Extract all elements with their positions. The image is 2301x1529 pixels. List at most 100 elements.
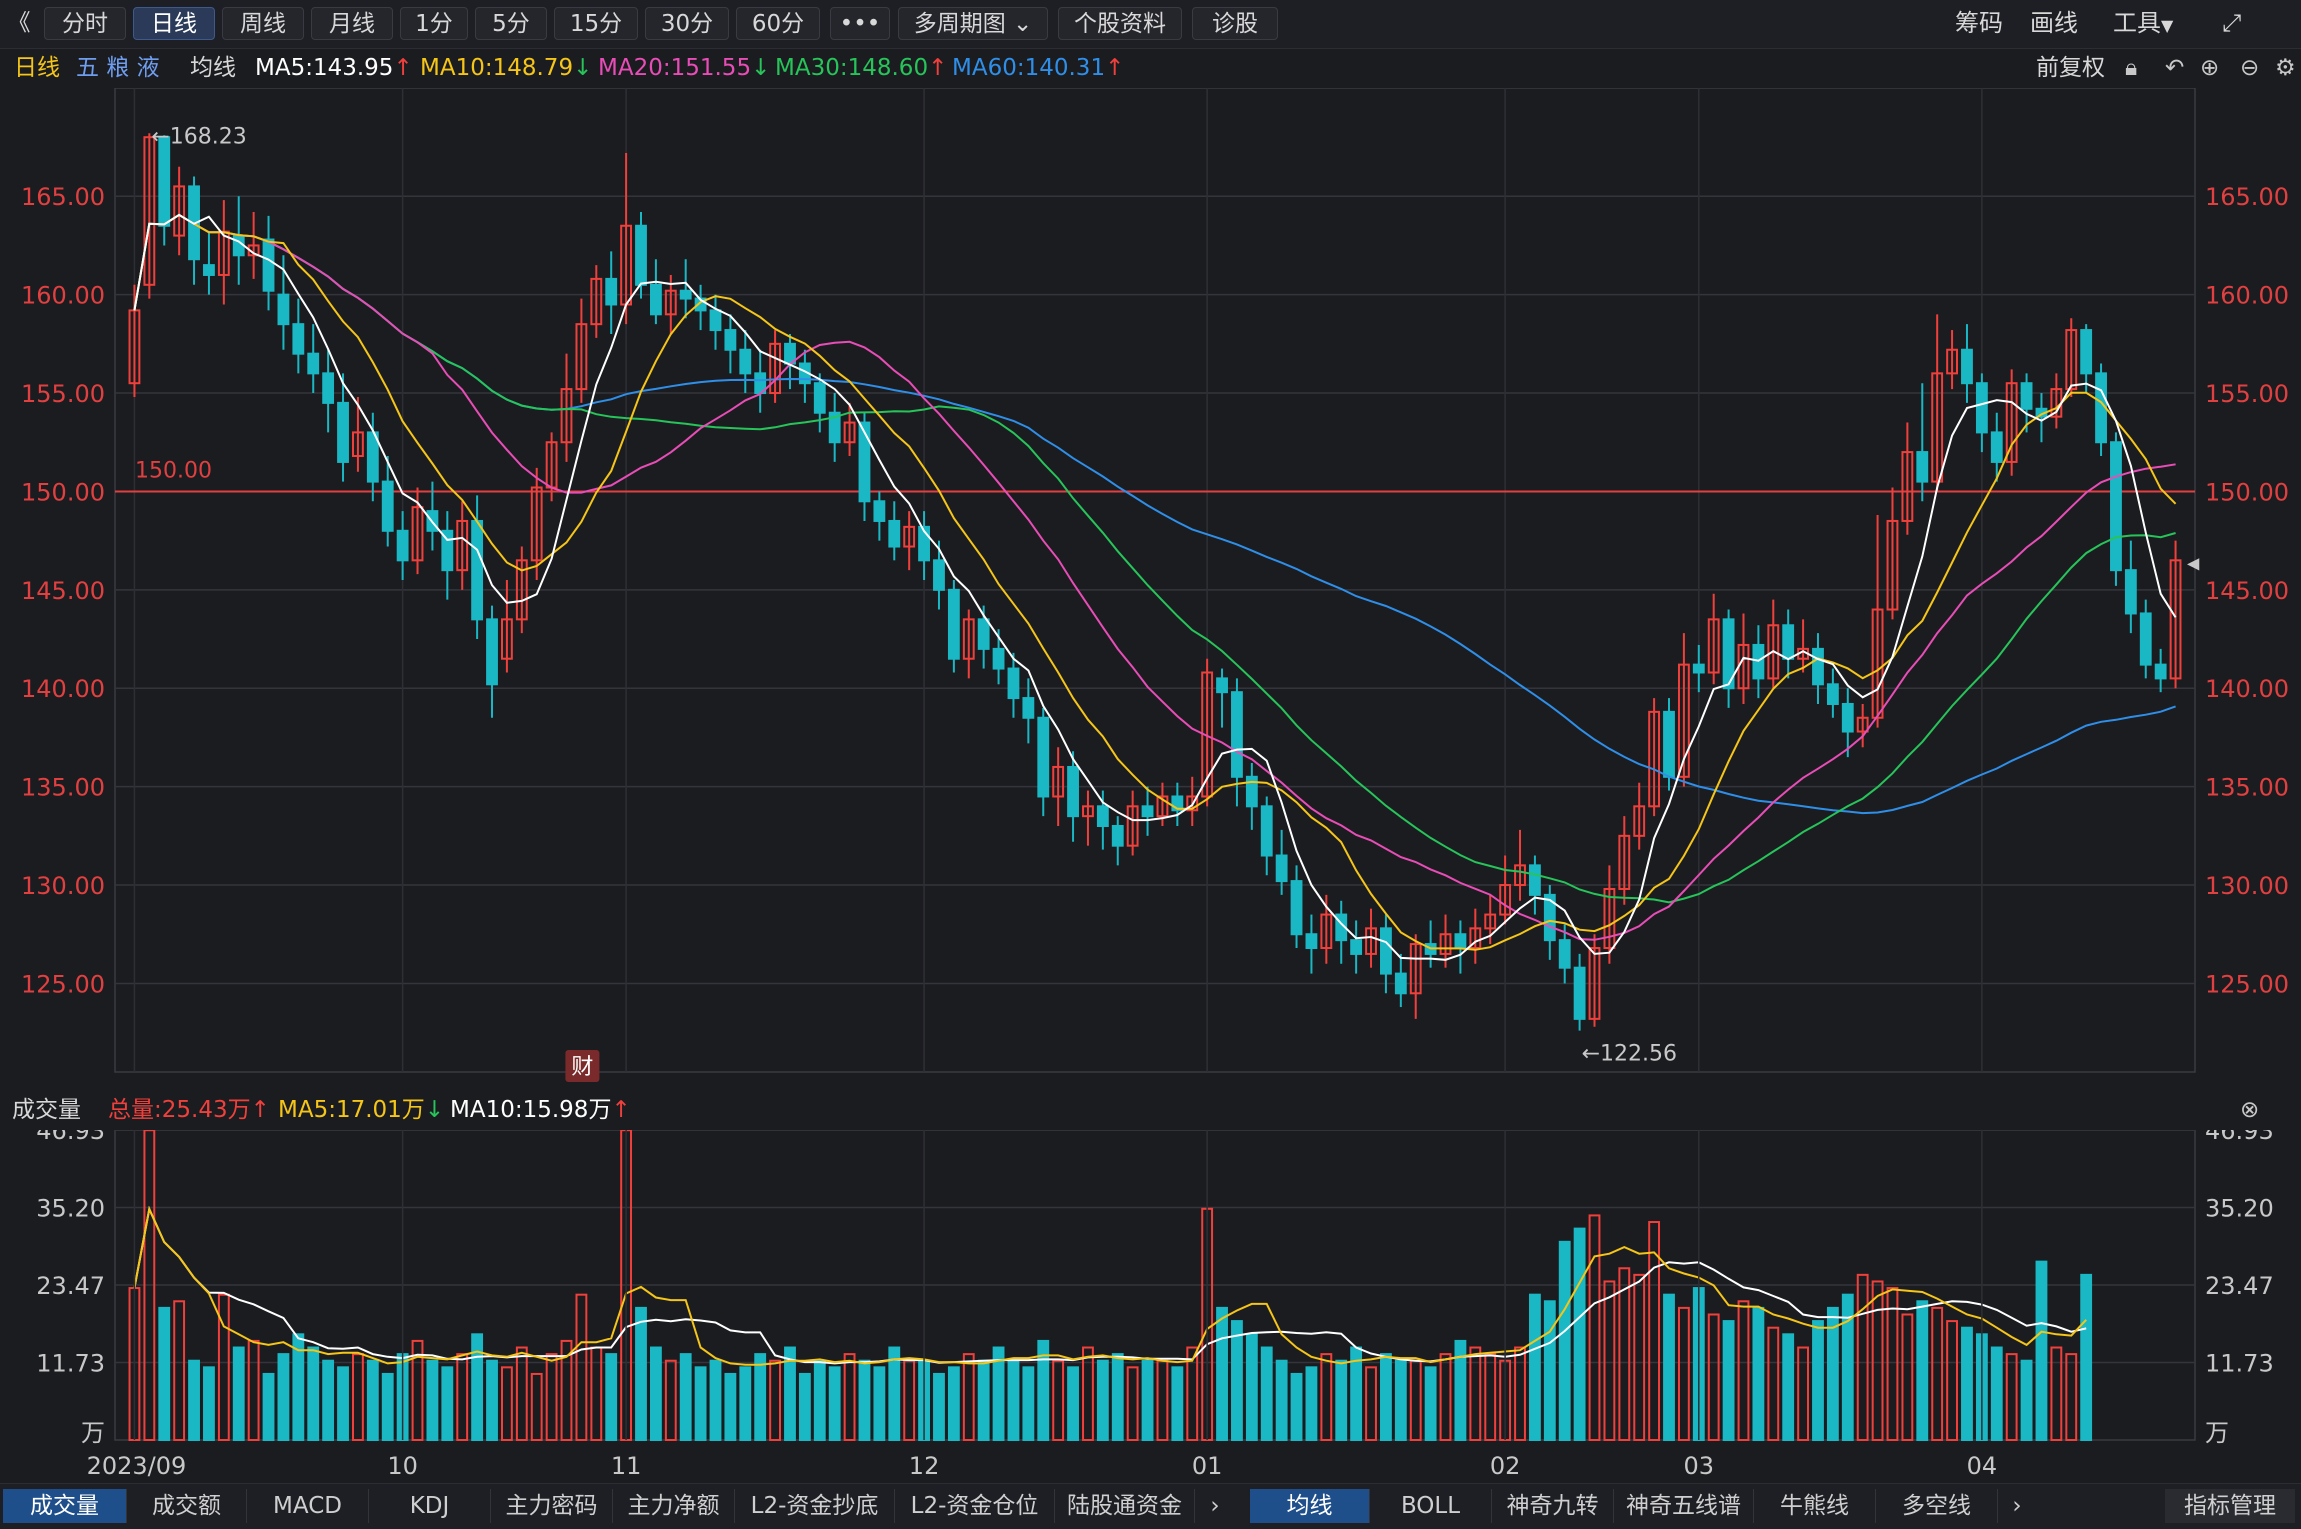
draw-button[interactable]: 画线	[2030, 9, 2078, 37]
candle-body	[1439, 933, 1452, 955]
tab-5min[interactable]: 5分	[475, 7, 547, 40]
stock-profile-button[interactable]: 个股资料	[1058, 7, 1182, 40]
tab-daily[interactable]: 日线	[133, 7, 215, 40]
candle-body	[739, 348, 752, 375]
tab-hk-connect[interactable]: 陆股通资金	[1055, 1489, 1195, 1523]
tab-main-net[interactable]: 主力净额	[613, 1489, 735, 1523]
settings-icon[interactable]: ⚙	[2275, 55, 2296, 81]
candle-body	[575, 323, 588, 391]
tab-15min[interactable]: 15分	[554, 7, 638, 40]
arrow-up-icon: ↑	[928, 55, 948, 81]
tab-monthly[interactable]: 月线	[311, 7, 393, 40]
ma5-line	[133, 213, 2177, 961]
candlestick-chart[interactable]: 165.00 165.00 160.00 160.00 155.00 155.00 150.…	[0, 88, 2301, 1088]
candle-body	[1365, 927, 1377, 955]
candle-body	[1692, 663, 1705, 674]
candle-body	[1037, 716, 1050, 798]
ma20-value: MA20:151.55↓	[598, 48, 770, 88]
volume-bar	[1782, 1333, 1795, 1441]
y-tick-label-right: 145.00	[2205, 577, 2289, 605]
volume-title[interactable]: 成交量	[12, 1097, 81, 1123]
total-volume: 总量:25.43万↑	[108, 1090, 270, 1130]
volume-bar	[1558, 1240, 1571, 1441]
volume-y-label: 46.93	[36, 1130, 105, 1145]
stock-name[interactable]: 五 粮 液	[76, 55, 160, 81]
volume-bar	[813, 1359, 826, 1441]
tab-boll[interactable]: BOLL	[1370, 1489, 1492, 1523]
volume-bar	[1111, 1353, 1124, 1441]
volume-bar	[366, 1359, 379, 1441]
candle-body	[1707, 618, 1720, 674]
volume-y-label-right: 万	[2205, 1419, 2229, 1447]
chevron-right-icon[interactable]: ›	[2012, 1493, 2022, 1519]
volume-bar	[1826, 1306, 1839, 1441]
candle-body	[1588, 947, 1601, 1020]
arrow-up-icon: ↑	[611, 1097, 631, 1123]
close-icon[interactable]: ⊗	[2240, 1097, 2260, 1123]
avg-line-label[interactable]: 均线	[190, 55, 236, 81]
collapse-icon[interactable]: 《	[7, 10, 31, 36]
zoom-out-icon[interactable]: ⊖	[2240, 55, 2260, 81]
x-tick-label: 04	[1967, 1452, 1998, 1480]
volume-bar	[143, 1130, 156, 1441]
tab-weekly[interactable]: 周线	[222, 7, 304, 40]
tab-magic-five[interactable]: 神奇五线谱	[1614, 1489, 1754, 1523]
y-tick-label-right: 140.00	[2205, 675, 2289, 703]
fullscreen-icon[interactable]: ⤢	[2222, 9, 2242, 37]
volume-chart[interactable]: 46.93 46.93 35.20 35.20 23.47 23.47 11.73 11.73…	[0, 1130, 2301, 1483]
tab-60min[interactable]: 60分	[736, 7, 820, 40]
tools-dropdown[interactable]: 工具▼	[2113, 7, 2173, 40]
lock-icon[interactable]: 🔒︎	[2125, 55, 2138, 81]
candle-body	[2124, 569, 2137, 615]
tab-1min[interactable]: 1分	[400, 7, 468, 40]
tab-ma[interactable]: 均线	[1250, 1489, 1370, 1523]
tab-macd[interactable]: MACD	[247, 1489, 369, 1523]
candle-body	[1826, 683, 1839, 705]
x-tick-label: 12	[909, 1452, 940, 1480]
undo-icon[interactable]: ↶	[2165, 55, 2185, 81]
volume-bar	[1990, 1346, 2003, 1441]
tab-volume[interactable]: 成交量	[3, 1489, 127, 1523]
tab-fenshi[interactable]: 分时	[44, 7, 126, 40]
caret-down-icon: ▼	[2161, 16, 2174, 35]
chips-button[interactable]: 筹码	[1955, 9, 2003, 37]
multi-period-dropdown[interactable]: 多周期图 ⌄	[898, 7, 1048, 40]
tab-main-code[interactable]: 主力密码	[491, 1489, 613, 1523]
tab-turnover[interactable]: 成交额	[127, 1489, 247, 1523]
candle-body	[873, 500, 886, 522]
tab-long-short[interactable]: 多空线	[1876, 1489, 1998, 1523]
chevron-down-icon: ⌄	[1013, 11, 1033, 37]
candle-body	[828, 411, 841, 444]
tab-magic-nine[interactable]: 神奇九转	[1492, 1489, 1614, 1523]
diagnose-button[interactable]: 诊股	[1192, 7, 1278, 40]
chevron-right-icon[interactable]: ›	[1210, 1493, 1220, 1519]
volume-bar	[441, 1366, 454, 1441]
zoom-in-icon[interactable]: ⊕	[2200, 55, 2220, 81]
tab-l2-bottom[interactable]: L2-资金抄底	[735, 1489, 895, 1523]
indicator-tab-bar: 成交量 成交额 MACD KDJ 主力密码 主力净额 L2-资金抄底 L2-资金…	[0, 1483, 2301, 1529]
indicator-manage-button[interactable]: 指标管理	[2165, 1489, 2295, 1523]
plot-frame	[114, 88, 2196, 1073]
candle-body	[441, 529, 454, 572]
adjust-mode[interactable]: 前复权	[2036, 55, 2105, 81]
candle-body	[1633, 805, 1646, 837]
ma20-line	[133, 213, 2176, 941]
ma60-value: MA60:140.31↑	[952, 48, 1124, 88]
volume-bar	[2065, 1353, 2078, 1441]
volume-bar	[1514, 1346, 1526, 1441]
volume-bar	[635, 1306, 647, 1441]
volume-bar	[1186, 1346, 1199, 1441]
candle-body	[158, 136, 171, 227]
volume-bar	[1126, 1366, 1139, 1441]
tab-bull-bear[interactable]: 牛熊线	[1754, 1489, 1876, 1523]
tab-kdj[interactable]: KDJ	[369, 1489, 491, 1523]
tab-30min[interactable]: 30分	[645, 7, 729, 40]
volume-bar	[1573, 1227, 1586, 1441]
more-icon[interactable]: •••	[830, 7, 890, 40]
candle-body	[769, 342, 782, 395]
candle-body	[203, 264, 215, 276]
y-tick-label: 155.00	[21, 380, 105, 408]
candle-body	[1231, 691, 1243, 778]
candle-body	[173, 185, 186, 237]
tab-l2-position[interactable]: L2-资金仓位	[895, 1489, 1055, 1523]
